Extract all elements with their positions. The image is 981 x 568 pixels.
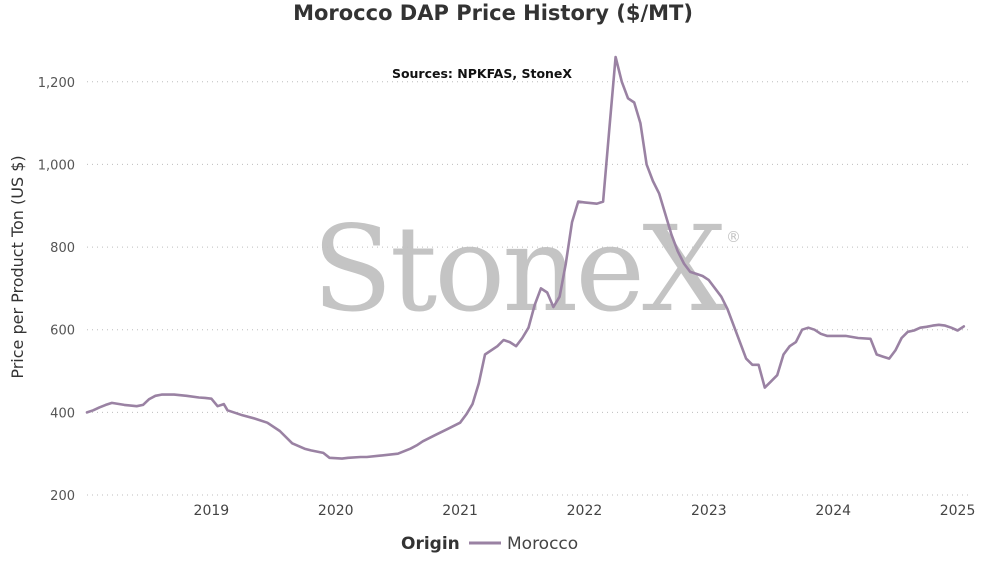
y-tick-label: 400 <box>50 406 75 421</box>
watermark: StoneX ® <box>312 200 741 338</box>
plot-area <box>85 55 966 460</box>
y-tick-label: 600 <box>50 324 75 339</box>
x-tick-label: 2022 <box>567 503 603 519</box>
y-tick-label: 1,000 <box>38 158 75 173</box>
series-line-morocco[interactable] <box>85 55 966 460</box>
y-tick-label: 1,200 <box>38 76 75 91</box>
x-tick-label: 2023 <box>691 503 727 519</box>
grid <box>87 81 970 496</box>
x-tick-label: 2025 <box>940 503 976 519</box>
watermark-registered-mark: ® <box>726 228 741 246</box>
y-tick-label: 200 <box>50 489 75 504</box>
chart-title: Morocco DAP Price History ($/MT) <box>293 1 693 25</box>
y-axis-label: Price per Product Ton (US $) <box>8 155 27 378</box>
legend-item-morocco[interactable]: Morocco <box>507 534 578 554</box>
y-tick-label: 800 <box>50 241 75 256</box>
x-tick-label: 2021 <box>442 503 478 519</box>
chart-subtitle: Sources: NPKFAS, StoneX <box>392 66 572 81</box>
legend-title: Origin <box>401 534 460 554</box>
x-tick-label: 2024 <box>815 503 851 519</box>
x-tick-label: 2019 <box>194 503 230 519</box>
x-tick-label: 2020 <box>318 503 354 519</box>
legend[interactable]: Origin Morocco <box>401 534 578 554</box>
x-axis-ticks: 2019 2020 2021 2022 2023 2024 2025 <box>194 503 976 519</box>
y-axis-ticks: 200 400 600 800 1,000 1,200 <box>38 76 75 504</box>
watermark-logo: StoneX <box>312 200 726 338</box>
